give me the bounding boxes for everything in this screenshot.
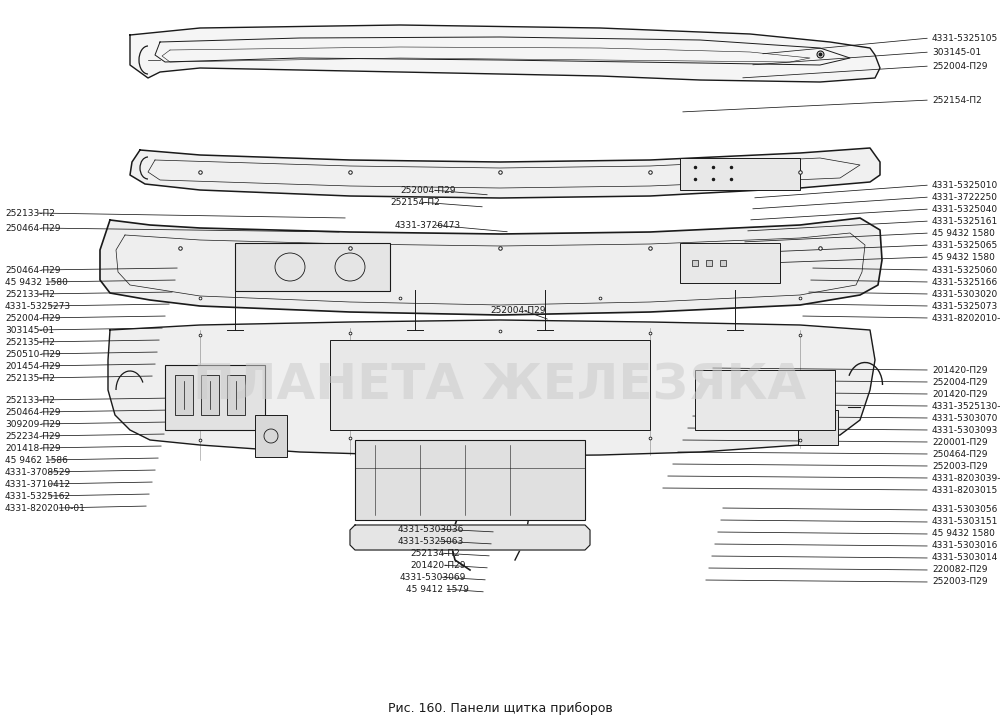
Text: 252004-П29: 252004-П29 bbox=[932, 378, 988, 386]
Text: 4331-3726473: 4331-3726473 bbox=[395, 220, 461, 230]
Text: 250464-П29: 250464-П29 bbox=[932, 450, 988, 458]
Text: 252004-П29: 252004-П29 bbox=[5, 313, 60, 323]
Text: 45 9432 1580: 45 9432 1580 bbox=[932, 529, 995, 539]
Text: 252135-П2: 252135-П2 bbox=[5, 338, 55, 347]
Text: 201420-П29: 201420-П29 bbox=[932, 389, 988, 399]
Text: 220082-П29: 220082-П29 bbox=[932, 566, 988, 574]
Text: 4331-3722250: 4331-3722250 bbox=[932, 193, 998, 202]
Text: 250510-П29: 250510-П29 bbox=[5, 349, 61, 358]
Text: 4331-5303093: 4331-5303093 bbox=[932, 426, 998, 434]
Text: 252154-П2: 252154-П2 bbox=[932, 96, 982, 104]
Polygon shape bbox=[130, 148, 880, 198]
Text: 252004-П29: 252004-П29 bbox=[400, 186, 456, 194]
Polygon shape bbox=[130, 25, 880, 82]
Text: 201420-П29: 201420-П29 bbox=[410, 560, 466, 570]
Text: 45 9432 1580: 45 9432 1580 bbox=[932, 228, 995, 238]
Text: 4331-8202010-01: 4331-8202010-01 bbox=[932, 313, 1000, 323]
Text: 4331-3525288-10: 4331-3525288-10 bbox=[392, 513, 473, 521]
Text: 4331-5325063: 4331-5325063 bbox=[398, 536, 464, 545]
Text: 252234-П29: 252234-П29 bbox=[5, 431, 60, 441]
Text: 4331-5325162: 4331-5325162 bbox=[5, 492, 71, 500]
Bar bbox=[165, 365, 265, 430]
Text: 4331-5303056: 4331-5303056 bbox=[932, 505, 998, 515]
Text: 250464-П29: 250464-П29 bbox=[5, 265, 60, 275]
Bar bbox=[235, 243, 390, 291]
Text: 4331-5325105: 4331-5325105 bbox=[932, 33, 998, 43]
Text: 220001-П29: 220001-П29 bbox=[932, 437, 988, 447]
Text: Рис. 160. Панели щитка приборов: Рис. 160. Панели щитка приборов bbox=[388, 702, 612, 715]
Bar bbox=[680, 243, 780, 283]
Text: 4331-5325166: 4331-5325166 bbox=[932, 278, 998, 286]
Text: 252003-П29: 252003-П29 bbox=[932, 578, 988, 587]
Text: 45 9412 1579: 45 9412 1579 bbox=[406, 584, 469, 594]
Text: 250464-П29: 250464-П29 bbox=[5, 407, 60, 416]
Bar bbox=[201, 375, 219, 415]
Text: ПЛАНЕТА ЖЕЛЕЗЯКА: ПЛАНЕТА ЖЕЛЕЗЯКА bbox=[193, 361, 807, 409]
Text: 252133-П2: 252133-П2 bbox=[5, 289, 55, 299]
Text: 252154-П2: 252154-П2 bbox=[390, 197, 440, 207]
Text: 4331-8203039-10: 4331-8203039-10 bbox=[932, 473, 1000, 483]
Text: 4331-5303020: 4331-5303020 bbox=[932, 289, 998, 299]
Bar bbox=[175, 375, 193, 415]
Text: 4331-5325161: 4331-5325161 bbox=[932, 217, 998, 225]
Text: 303145-01: 303145-01 bbox=[932, 48, 981, 57]
Text: 4331-3708529: 4331-3708529 bbox=[5, 468, 71, 476]
Polygon shape bbox=[100, 218, 882, 315]
Bar bbox=[255, 415, 287, 457]
Text: 45 9432 1580: 45 9432 1580 bbox=[932, 252, 995, 262]
Text: 252135-П2: 252135-П2 bbox=[5, 373, 55, 383]
Text: 4331-5303070: 4331-5303070 bbox=[932, 413, 998, 423]
Text: 4331-5325065: 4331-5325065 bbox=[932, 241, 998, 249]
Text: 4331-5303069: 4331-5303069 bbox=[400, 573, 466, 581]
Text: 4331-5325060: 4331-5325060 bbox=[932, 265, 998, 275]
Bar bbox=[355, 440, 585, 520]
Text: 252004-П29: 252004-П29 bbox=[932, 62, 988, 70]
Bar bbox=[680, 158, 800, 190]
Text: 303145-01: 303145-01 bbox=[5, 326, 54, 334]
Text: 4331-5303151: 4331-5303151 bbox=[932, 518, 998, 526]
Text: 201418-П29: 201418-П29 bbox=[5, 444, 61, 452]
Text: 4331-8202010-01: 4331-8202010-01 bbox=[5, 503, 86, 513]
Text: 4331-5325073: 4331-5325073 bbox=[932, 302, 998, 310]
Text: 4331-5303014: 4331-5303014 bbox=[932, 553, 998, 563]
Text: 4331-3525130-10: 4331-3525130-10 bbox=[932, 402, 1000, 410]
Text: 45 9432 1580: 45 9432 1580 bbox=[5, 278, 68, 286]
Text: 4331-5325273: 4331-5325273 bbox=[5, 302, 71, 310]
Text: 201454-П29: 201454-П29 bbox=[5, 362, 60, 370]
Bar bbox=[695, 370, 835, 430]
Text: 252003-П29: 252003-П29 bbox=[932, 462, 988, 471]
Text: 309209-П29: 309209-П29 bbox=[5, 420, 61, 428]
Text: 4331-5325227: 4331-5325227 bbox=[400, 500, 466, 510]
Text: 252133-П2: 252133-П2 bbox=[5, 209, 55, 218]
Text: 4331-8203015: 4331-8203015 bbox=[932, 486, 998, 494]
Bar bbox=[330, 340, 650, 430]
Text: 4331-5303036: 4331-5303036 bbox=[398, 524, 464, 534]
Polygon shape bbox=[350, 525, 590, 550]
Text: 252133-П2: 252133-П2 bbox=[5, 396, 55, 405]
Text: 4331-5303016: 4331-5303016 bbox=[932, 542, 998, 550]
Text: 201420-П29: 201420-П29 bbox=[932, 365, 988, 375]
Bar bbox=[798, 410, 838, 445]
Text: 4331-5325010: 4331-5325010 bbox=[932, 181, 998, 189]
Text: 4331-3710412: 4331-3710412 bbox=[5, 479, 71, 489]
Text: 250464-П29: 250464-П29 bbox=[5, 223, 60, 233]
Text: 252004-П29: 252004-П29 bbox=[490, 305, 546, 315]
Text: 252134-П2: 252134-П2 bbox=[410, 549, 460, 558]
Bar bbox=[227, 375, 245, 415]
Text: 45 9462 1586: 45 9462 1586 bbox=[5, 455, 68, 465]
Text: 4331-5325040: 4331-5325040 bbox=[932, 204, 998, 213]
Polygon shape bbox=[108, 320, 875, 456]
